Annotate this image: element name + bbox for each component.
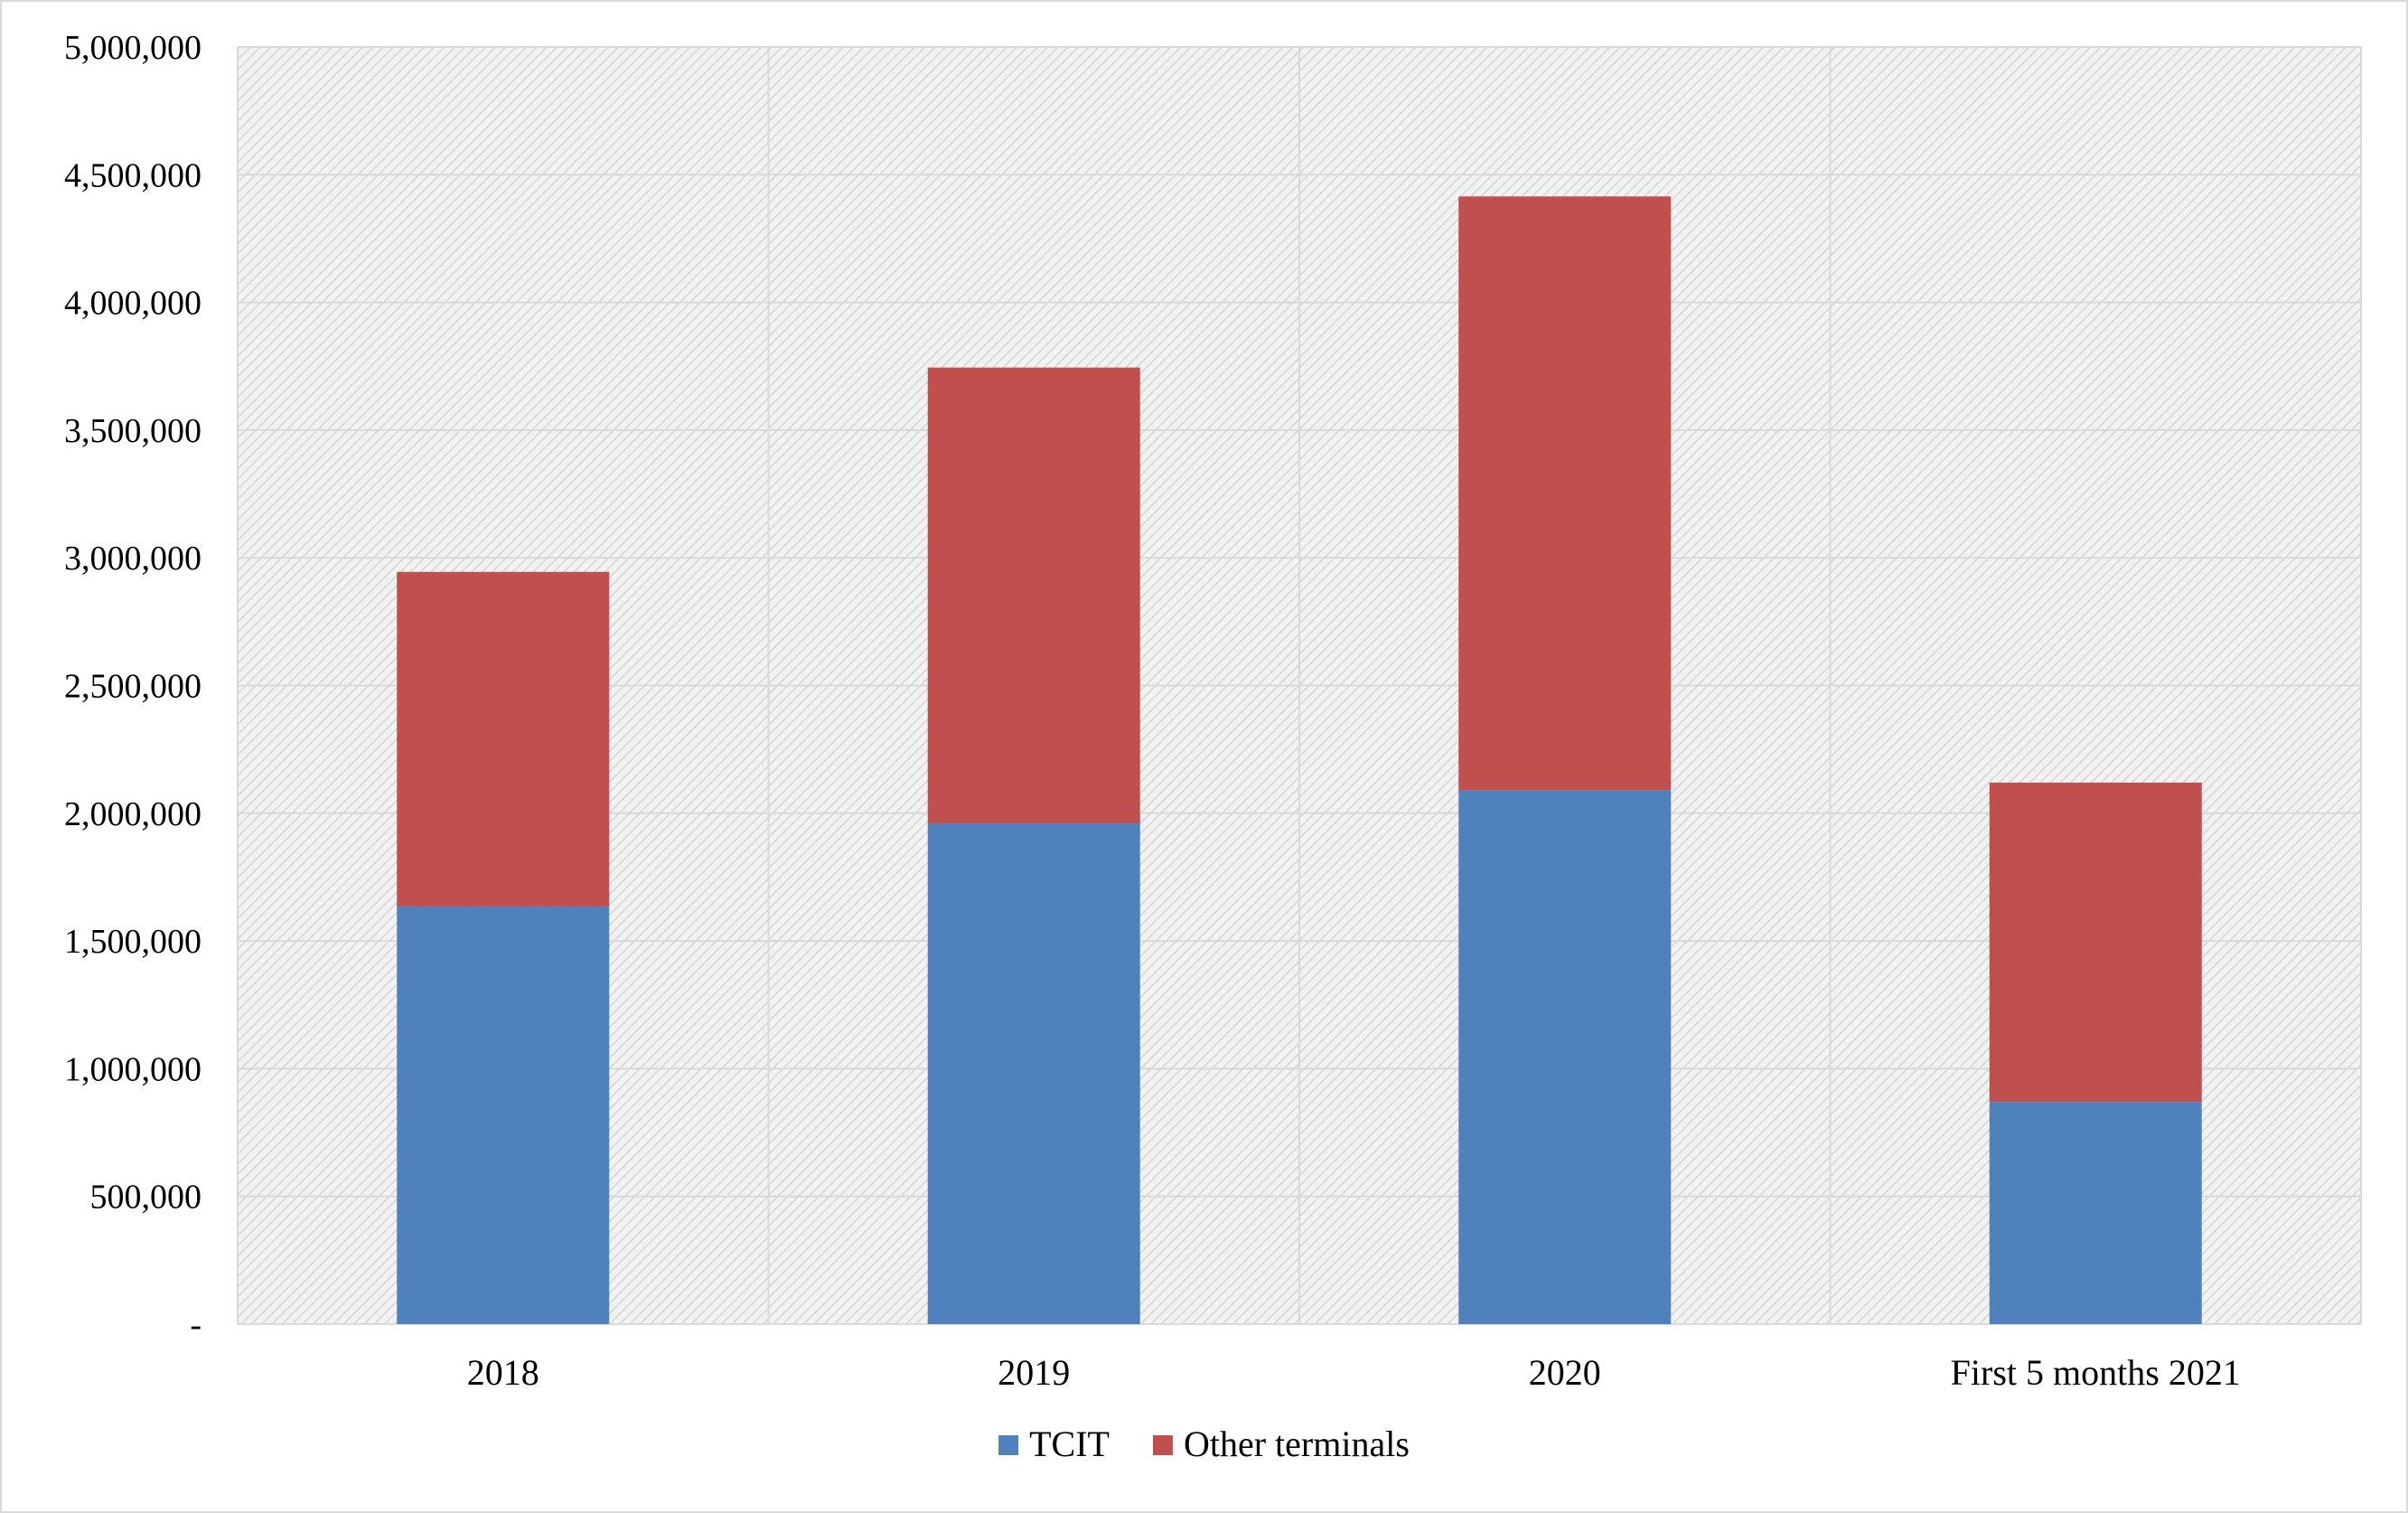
y-tick-label: 1,000,000 [64,1050,201,1088]
y-tick-label: 3,500,000 [64,412,201,450]
y-tick-label: 3,000,000 [64,540,201,578]
bar-tcit [397,906,610,1324]
y-axis: - 500,000 1,000,000 1,500,000 2,000,000 2,500… [64,29,201,1344]
legend-label: TCIT [1029,1424,1110,1464]
y-tick-label: 4,000,000 [64,285,201,323]
bars [397,196,2202,1324]
x-axis: 2018 2019 2020 First 5 months 2021 [467,1352,2241,1393]
x-tick-label: 2018 [467,1352,539,1393]
x-tick-label: 2019 [998,1352,1070,1393]
x-tick-label: 2020 [1529,1352,1601,1393]
y-tick-label: 2,000,000 [64,795,201,833]
bar-other-terminals [927,367,1140,824]
y-tick-label: - [190,1306,201,1344]
legend-swatch [1152,1435,1173,1455]
bar-other-terminals [1458,196,1672,791]
legend-swatch [998,1435,1019,1455]
bar-tcit [1989,1102,2202,1324]
y-tick-label: 2,500,000 [64,668,201,706]
y-tick-label: 4,500,000 [64,156,201,194]
bar-tcit [927,823,1140,1324]
bar-other-terminals [397,571,610,907]
y-tick-label: 1,500,000 [64,923,201,961]
bar-other-terminals [1989,782,2202,1103]
bar-tcit [1458,790,1672,1324]
legend-label: Other terminals [1184,1424,1410,1464]
y-tick-label: 500,000 [90,1179,202,1217]
legend: TCIT Other terminals [998,1424,1410,1464]
x-tick-label: First 5 months 2021 [1951,1352,2241,1393]
y-tick-label: 5,000,000 [64,29,201,67]
